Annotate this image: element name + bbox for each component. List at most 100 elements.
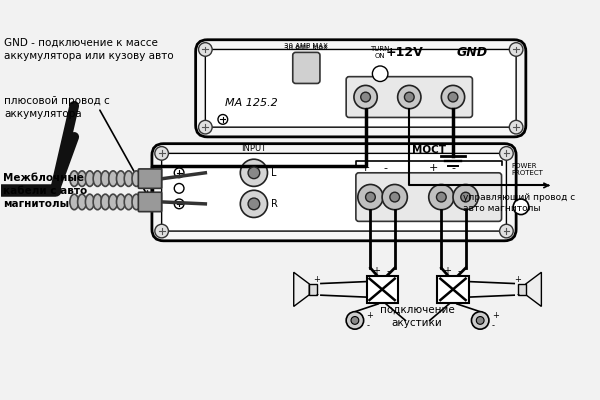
- FancyBboxPatch shape: [205, 50, 516, 127]
- Circle shape: [429, 184, 454, 210]
- Circle shape: [241, 190, 268, 218]
- Circle shape: [472, 312, 489, 329]
- Bar: [367, 276, 398, 303]
- Ellipse shape: [85, 194, 94, 210]
- Circle shape: [382, 184, 407, 210]
- Text: -: -: [457, 266, 461, 276]
- Circle shape: [174, 184, 184, 193]
- Ellipse shape: [77, 171, 86, 186]
- Text: +: +: [361, 163, 370, 173]
- Text: +: +: [429, 163, 438, 173]
- Circle shape: [358, 184, 383, 210]
- Circle shape: [453, 184, 478, 210]
- Circle shape: [174, 168, 184, 178]
- Ellipse shape: [109, 171, 118, 186]
- Circle shape: [361, 92, 370, 102]
- FancyBboxPatch shape: [346, 77, 472, 118]
- Bar: [518, 284, 526, 295]
- Ellipse shape: [93, 194, 102, 210]
- Text: -: -: [383, 163, 387, 173]
- Polygon shape: [294, 272, 309, 306]
- Ellipse shape: [85, 171, 94, 186]
- Circle shape: [461, 192, 470, 202]
- Circle shape: [398, 85, 421, 109]
- FancyBboxPatch shape: [356, 173, 502, 221]
- Text: INPUT: INPUT: [241, 144, 266, 154]
- Text: МОСТ: МОСТ: [412, 145, 446, 155]
- Circle shape: [354, 85, 377, 109]
- Text: L: L: [271, 168, 277, 178]
- FancyBboxPatch shape: [139, 169, 161, 188]
- Text: R: R: [271, 199, 278, 209]
- Circle shape: [500, 224, 513, 238]
- Circle shape: [241, 159, 268, 186]
- Ellipse shape: [124, 171, 133, 186]
- Text: управляющий провод с
авто магнитолы: управляющий провод с авто магнитолы: [463, 193, 575, 213]
- FancyBboxPatch shape: [293, 52, 320, 84]
- Circle shape: [218, 114, 227, 124]
- Ellipse shape: [70, 194, 79, 210]
- FancyBboxPatch shape: [152, 144, 516, 241]
- Text: -: -: [367, 321, 370, 330]
- Text: -: -: [517, 290, 520, 299]
- Circle shape: [509, 43, 523, 56]
- Text: POWER
PROTECT: POWER PROTECT: [511, 163, 543, 176]
- Circle shape: [365, 192, 376, 202]
- Text: +: +: [372, 266, 380, 276]
- Text: MA 125.2: MA 125.2: [225, 98, 278, 108]
- Ellipse shape: [93, 171, 102, 186]
- Text: -: -: [316, 290, 319, 299]
- FancyBboxPatch shape: [196, 40, 526, 137]
- FancyBboxPatch shape: [161, 153, 506, 231]
- Circle shape: [346, 312, 364, 329]
- Ellipse shape: [116, 171, 125, 186]
- Ellipse shape: [77, 194, 86, 210]
- Circle shape: [174, 199, 184, 209]
- Ellipse shape: [116, 194, 125, 210]
- Circle shape: [373, 66, 388, 82]
- Circle shape: [509, 120, 523, 134]
- Circle shape: [476, 316, 484, 324]
- Text: плюсовой провод с
аккумулятора: плюсовой провод с аккумулятора: [4, 96, 110, 119]
- Polygon shape: [526, 272, 541, 306]
- Ellipse shape: [132, 171, 141, 186]
- Ellipse shape: [101, 194, 110, 210]
- Circle shape: [155, 224, 169, 238]
- Text: подключение
акустики: подключение акустики: [380, 305, 454, 328]
- Circle shape: [390, 192, 400, 202]
- Circle shape: [436, 192, 446, 202]
- Text: -: -: [386, 266, 389, 276]
- Text: +: +: [443, 266, 451, 276]
- Text: -: -: [492, 321, 495, 330]
- Bar: [437, 276, 469, 303]
- Circle shape: [500, 146, 513, 160]
- Text: +12V: +12V: [386, 46, 424, 58]
- Text: +: +: [314, 274, 320, 284]
- Circle shape: [248, 167, 260, 179]
- Ellipse shape: [101, 171, 110, 186]
- Bar: [309, 284, 317, 295]
- Text: TURN
ON: TURN ON: [370, 46, 390, 58]
- Text: GND - подключение к массе
аккумулятора или кузову авто: GND - подключение к массе аккумулятора и…: [4, 38, 174, 61]
- Circle shape: [448, 92, 458, 102]
- Circle shape: [248, 198, 260, 210]
- Circle shape: [351, 316, 359, 324]
- Ellipse shape: [109, 194, 118, 210]
- FancyBboxPatch shape: [139, 192, 161, 212]
- Ellipse shape: [70, 171, 79, 186]
- Text: Межблочные
кабели с авто
магнитолы: Межблочные кабели с авто магнитолы: [4, 173, 88, 209]
- Text: +: +: [492, 310, 499, 320]
- Text: 30 AMP MAX: 30 AMP MAX: [284, 46, 328, 52]
- Text: +: +: [515, 274, 521, 284]
- Circle shape: [199, 120, 212, 134]
- Circle shape: [442, 85, 464, 109]
- Text: -: -: [451, 163, 455, 173]
- Ellipse shape: [124, 194, 133, 210]
- Text: +: +: [367, 310, 373, 320]
- Circle shape: [155, 146, 169, 160]
- Text: 30 AMP MAX: 30 AMP MAX: [284, 42, 328, 48]
- Circle shape: [404, 92, 414, 102]
- Circle shape: [513, 199, 529, 214]
- Circle shape: [199, 43, 212, 56]
- Text: GND: GND: [457, 46, 488, 58]
